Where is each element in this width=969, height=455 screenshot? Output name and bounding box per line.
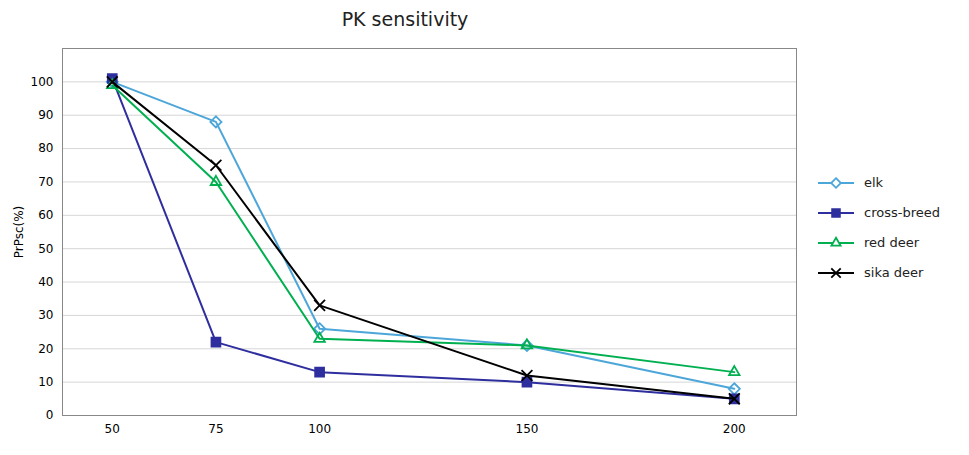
svg-text:40: 40 [38, 275, 53, 289]
html-text:sika deer: sika deer [864, 265, 924, 280]
svg-text:150: 150 [515, 422, 538, 436]
svg-text:10: 10 [38, 375, 53, 389]
svg-text:20: 20 [38, 342, 53, 356]
svg-text:90: 90 [38, 108, 53, 122]
html-text:PK sensitivity: PK sensitivity [341, 8, 469, 30]
svg-text:100: 100 [308, 422, 331, 436]
svg-text:80: 80 [38, 141, 53, 155]
html-text:elk: elk [864, 175, 884, 190]
svg-text:50: 50 [38, 242, 53, 256]
svg-text:30: 30 [38, 308, 53, 322]
svg-text:60: 60 [38, 208, 53, 222]
svg-text:50: 50 [105, 422, 120, 436]
html-text:red deer: red deer [864, 235, 919, 250]
svg-text:70: 70 [38, 175, 53, 189]
svg-text:200: 200 [723, 422, 746, 436]
html-text:cross-breed: cross-breed [864, 205, 940, 220]
svg-text:75: 75 [208, 422, 223, 436]
svg-text:100: 100 [31, 75, 54, 89]
svg-text:PrPsc(%): PrPsc(%) [12, 206, 26, 259]
svg-text:0: 0 [46, 408, 54, 422]
